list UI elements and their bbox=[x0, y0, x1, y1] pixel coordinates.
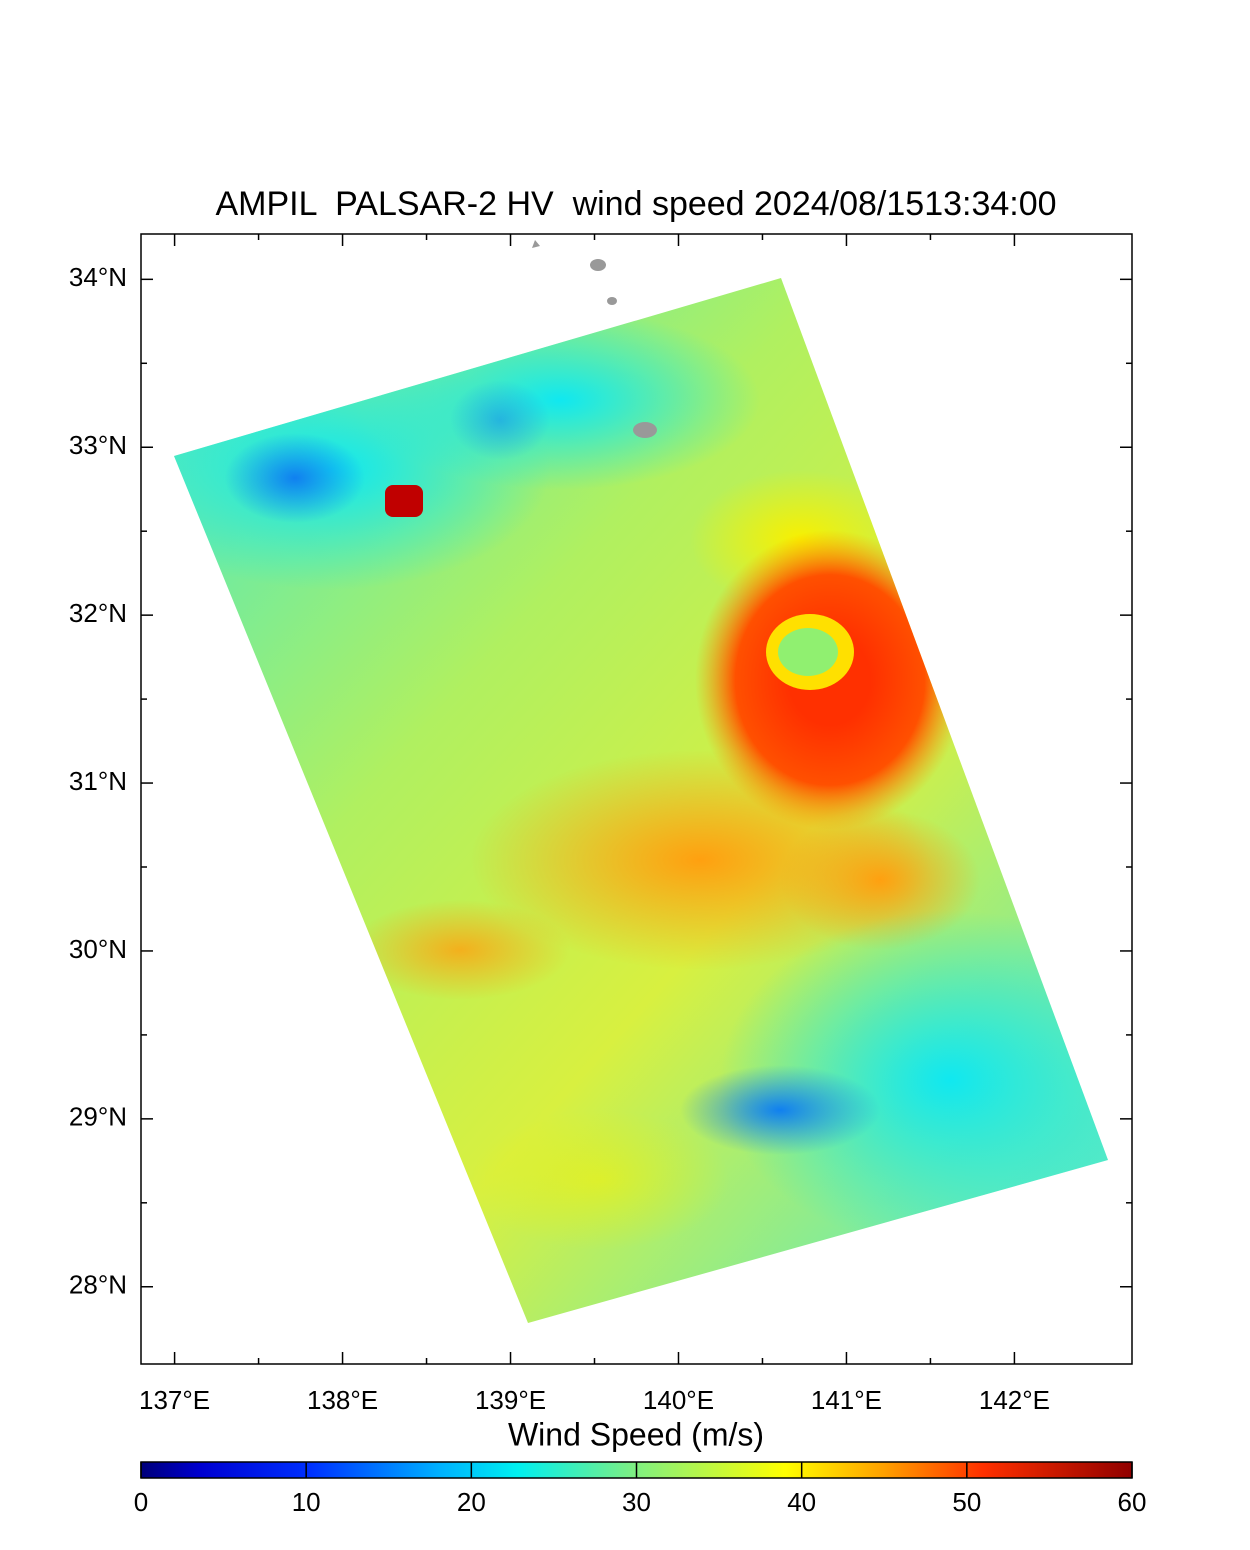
y-tick-label: 30°N bbox=[69, 934, 127, 964]
colorbar-tick-label: 10 bbox=[292, 1487, 321, 1517]
y-tick-label: 32°N bbox=[69, 598, 127, 628]
x-tick-label: 140°E bbox=[643, 1385, 714, 1415]
x-tick-label: 142°E bbox=[979, 1385, 1050, 1415]
y-tick-label: 28°N bbox=[69, 1270, 127, 1300]
y-tick-label: 31°N bbox=[69, 766, 127, 796]
colorbar-tick-label: 0 bbox=[134, 1487, 148, 1517]
x-tick-label: 141°E bbox=[811, 1385, 882, 1415]
map-title: AMPIL PALSAR-2 HV wind speed 2024/08/151… bbox=[215, 185, 1056, 223]
y-tick-label: 29°N bbox=[69, 1102, 127, 1132]
colorbar-tick-label: 20 bbox=[457, 1487, 486, 1517]
x-tick-label: 137°E bbox=[139, 1385, 210, 1415]
x-tick-label: 138°E bbox=[307, 1385, 378, 1415]
colorbar-tick-label: 50 bbox=[952, 1487, 981, 1517]
colorbar-tick-label: 60 bbox=[1118, 1487, 1147, 1517]
colorbar-label: Wind Speed (m/s) bbox=[508, 1416, 764, 1452]
colorbar-tick-label: 30 bbox=[622, 1487, 651, 1517]
map-frame bbox=[140, 233, 1133, 1365]
y-tick-label: 33°N bbox=[69, 430, 127, 460]
y-tick-label: 34°N bbox=[69, 262, 127, 292]
wind-field bbox=[174, 240, 1108, 1323]
x-tick-label: 139°E bbox=[475, 1385, 546, 1415]
colorbar-tick-label: 40 bbox=[787, 1487, 816, 1517]
